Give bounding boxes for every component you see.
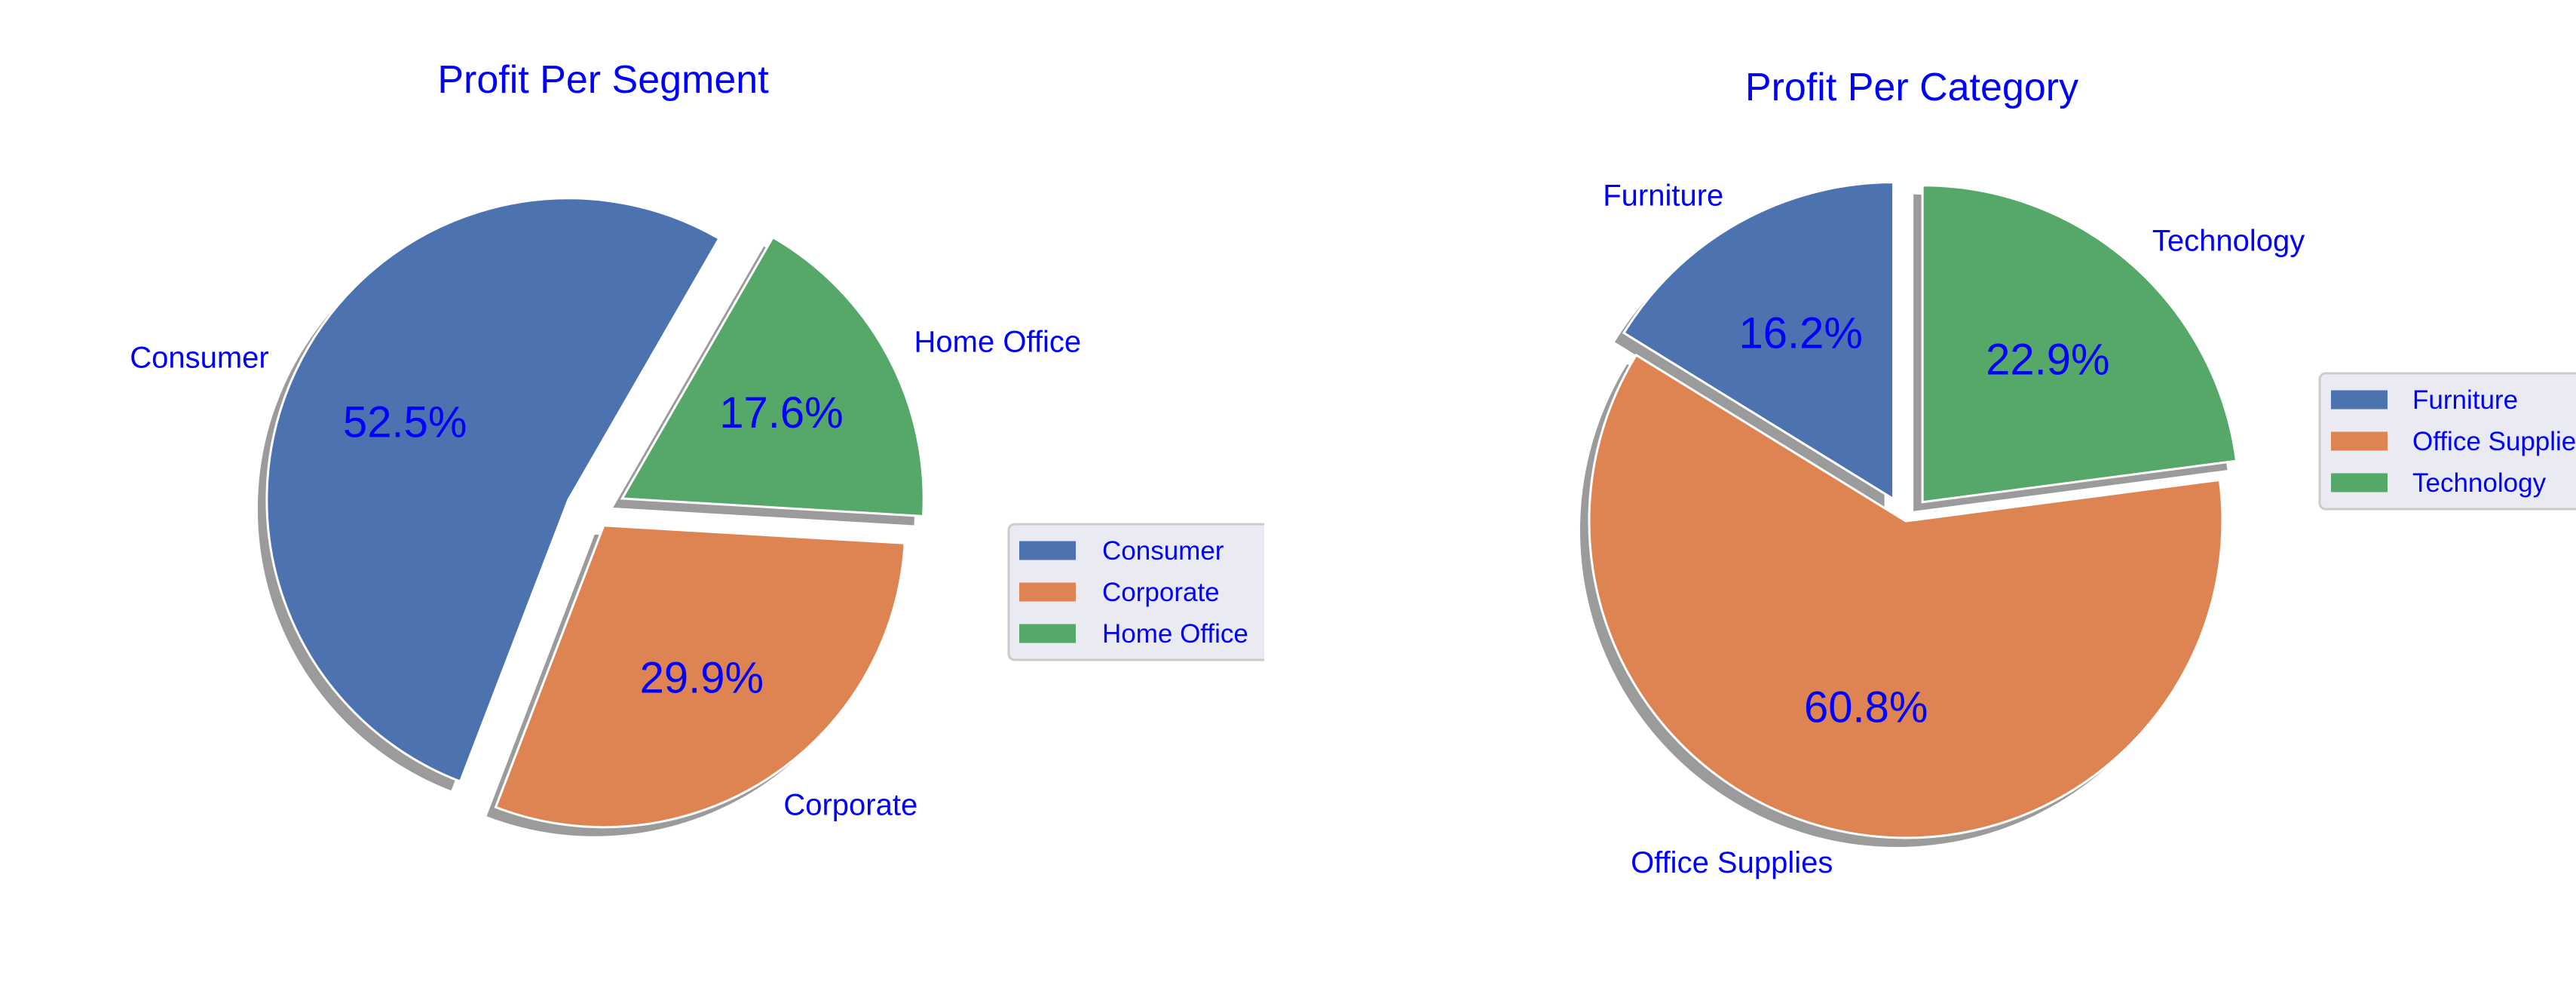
slice-label: Furniture — [1603, 179, 1723, 212]
legend: Furniture Office Supplies Technology — [2318, 372, 2576, 511]
chart-title: Profit Per Category — [1745, 66, 2078, 109]
legend-label: Office Supplies — [2412, 427, 2576, 456]
slice-percentage: 22.9% — [1986, 335, 2109, 384]
slice-label: Technology — [2152, 224, 2305, 257]
legend-swatch — [1019, 582, 1076, 602]
pie-labels: Furniture 16.2% Office Supplies 60.8% Techno… — [1603, 179, 2305, 879]
slice-label: Consumer — [130, 341, 269, 374]
slice-percentage: 60.8% — [1804, 683, 1928, 732]
slice-percentage: 17.6% — [719, 388, 843, 437]
legend-label: Consumer — [1102, 536, 1224, 566]
slice-label: Corporate — [783, 789, 917, 822]
legend-entries: Consumer Corporate Home Office — [1019, 536, 1248, 649]
legend: Consumer Corporate Home Office — [1007, 523, 1264, 661]
pie-chart-segment: Profit Per Segment Consumer 52.5% Corporat… — [130, 58, 1264, 836]
pie-slice-technology — [1921, 184, 2238, 504]
legend-label: Corporate — [1102, 578, 1220, 607]
legend-swatch — [2331, 390, 2388, 410]
legend-entries: Furniture Office Supplies Technology — [2331, 385, 2576, 498]
pie-slice-corporate — [494, 524, 906, 829]
slice-percentage: 29.9% — [640, 653, 764, 702]
slice-label: Office Supplies — [1631, 846, 1833, 879]
slice-percentage: 16.2% — [1738, 309, 1862, 358]
pie-slice-consumer — [265, 197, 721, 784]
legend-label: Home Office — [1102, 619, 1248, 649]
legend-label: Furniture — [2412, 385, 2518, 415]
pie-labels: Consumer 52.5% Corporate 29.9% Home Office 17… — [130, 325, 1081, 821]
pie-slice-office-supplies — [1588, 353, 2224, 839]
legend-swatch — [2331, 431, 2388, 451]
pie-wedges — [265, 197, 925, 829]
pie-slice-furniture — [1622, 181, 1895, 502]
pie-slice-home-office — [620, 235, 925, 518]
pie-wedges — [1588, 181, 2238, 839]
legend-swatch — [1019, 541, 1076, 560]
pie-chart-category: Profit Per Category Furniture 16.2% Office… — [1580, 66, 2576, 879]
slice-label: Home Office — [914, 325, 1082, 358]
legend-swatch — [1019, 624, 1076, 643]
legend-label: Technology — [2412, 468, 2547, 498]
slice-percentage: 52.5% — [343, 397, 467, 446]
legend-swatch — [2331, 473, 2388, 492]
chart-title: Profit Per Segment — [437, 58, 769, 102]
